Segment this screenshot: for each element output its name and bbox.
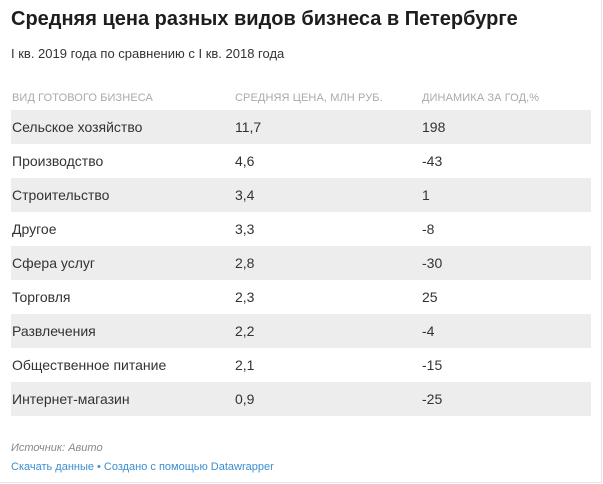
yearly-change-cell: -25 [422, 391, 443, 407]
business-type-cell: Развлечения [12, 323, 96, 339]
table-row: Торговля 2,3 25 [11, 280, 591, 314]
average-price-cell: 0,9 [235, 391, 255, 407]
table-row: Производство 4,6 -43 [11, 144, 591, 178]
business-type-cell: Сфера услуг [12, 255, 95, 271]
footer-separator: • [97, 461, 101, 473]
business-type-cell: Другое [12, 221, 57, 237]
source-note: Источник: Авито [11, 442, 103, 454]
business-type-cell: Строительство [12, 187, 110, 203]
average-price-cell: 11,7 [235, 119, 262, 135]
yearly-change-cell: 25 [422, 289, 438, 305]
yearly-change-cell: -30 [422, 255, 443, 271]
chart-subtitle: I кв. 2019 года по сравнению с I кв. 201… [11, 46, 285, 61]
yearly-change-cell: -8 [422, 221, 435, 237]
table-row: Развлечения 2,2 -4 [11, 314, 591, 348]
business-type-cell: Общественное питание [12, 357, 167, 373]
table-row: Интернет-магазин 0,9 -25 [11, 382, 591, 416]
datawrapper-credit-link[interactable]: Создано с помощью Datawrapper [103, 461, 274, 473]
average-price-cell: 2,8 [235, 255, 255, 271]
yearly-change-cell: 1 [422, 187, 430, 203]
table-header: Вид готового бизнеса Средняя цена, млн р… [11, 92, 591, 110]
business-type-cell: Интернет-магазин [12, 391, 130, 407]
average-price-cell: 2,1 [235, 357, 255, 373]
download-data-link[interactable]: Скачать данные [11, 461, 95, 473]
table-row: Сфера услуг 2,8 -30 [11, 246, 591, 280]
chart-title: Средняя цена разных видов бизнеса в Пете… [11, 8, 518, 30]
average-price-cell: 3,3 [235, 221, 255, 237]
table-row: Другое 3,3 -8 [11, 212, 591, 246]
table-row: Сельское хозяйство 11,7 198 [11, 110, 591, 144]
column-header-average-price: Средняя цена, млн руб. [235, 92, 383, 104]
business-type-cell: Торговля [12, 289, 71, 305]
yearly-change-cell: 198 [422, 119, 446, 135]
business-type-cell: Производство [12, 153, 104, 169]
column-header-business-type: Вид готового бизнеса [12, 92, 153, 104]
yearly-change-cell: -43 [422, 153, 443, 169]
yearly-change-cell: -15 [422, 357, 443, 373]
data-table: Вид готового бизнеса Средняя цена, млн р… [11, 92, 591, 416]
yearly-change-cell: -4 [422, 323, 435, 339]
table-row: Общественное питание 2,1 -15 [11, 348, 591, 382]
average-price-cell: 2,2 [235, 323, 255, 339]
column-header-yearly-change: Динамика за год,% [422, 92, 540, 104]
average-price-cell: 3,4 [235, 187, 255, 203]
business-type-cell: Сельское хозяйство [12, 119, 143, 135]
average-price-cell: 2,3 [235, 289, 255, 305]
average-price-cell: 4,6 [235, 153, 255, 169]
table-row: Строительство 3,4 1 [11, 178, 591, 212]
footer: Скачать данные • Создано с помощью Datawra… [11, 461, 274, 473]
table-body: Сельское хозяйство 11,7 198 Производство 4,6… [11, 110, 591, 416]
